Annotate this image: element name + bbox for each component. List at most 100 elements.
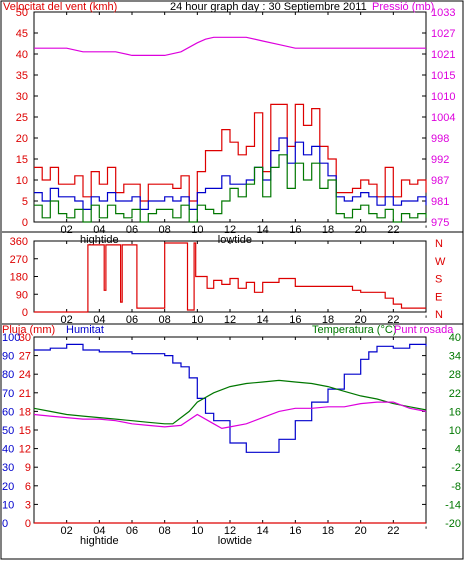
- wind-series-pressure: [34, 36, 426, 56]
- wind-ytick-label: 45: [16, 28, 28, 40]
- direction-xtick-label: 18: [322, 314, 334, 326]
- direction-xtick-label: 14: [257, 314, 269, 326]
- chart-title: 24 hour graph day : 30 Septiembre 2011: [170, 1, 367, 13]
- rain-ytick-label: 30: [19, 332, 31, 344]
- humidity-ytick-label: 70: [2, 388, 14, 400]
- temp-ytick-label: 22: [449, 388, 461, 400]
- compass-label: W: [435, 256, 446, 268]
- compass-label: N: [435, 309, 443, 321]
- temp-ytick-label: -14: [445, 499, 461, 511]
- wind-xtick-label: 08: [159, 224, 171, 236]
- wind-speed-axis-title: Velocitat del vent (kmh): [3, 1, 117, 13]
- chart-marks-layer: 0510152025303540455097598198799299810041…: [2, 7, 461, 547]
- pressure-ytick-label: 1027: [431, 28, 455, 40]
- temp-xtick-label: ': [425, 525, 427, 537]
- temp-lowtide-label: lowtide: [218, 535, 252, 547]
- rain-ytick-label: 12: [19, 444, 31, 456]
- humidity-axis-title: Humitat: [66, 324, 104, 336]
- wind-lowtide-label: lowtide: [218, 234, 252, 246]
- direction-xtick-label: 22: [387, 314, 399, 326]
- temp-ytick-label: 16: [449, 406, 461, 418]
- direction-xtick-label: 10: [191, 314, 203, 326]
- wind-ytick-label: 35: [16, 70, 28, 82]
- temp-ytick-label: -20: [445, 518, 461, 530]
- direction-ytick-label: 0: [22, 307, 28, 319]
- wind-series-min: [34, 154, 427, 223]
- humidity-ytick-label: 80: [2, 369, 14, 381]
- temp-ytick-label: 34: [449, 351, 461, 363]
- humidity-ytick-label: 60: [2, 406, 14, 418]
- humidity-ytick-label: 10: [2, 499, 14, 511]
- temp-xtick-label: 02: [61, 525, 73, 537]
- wind-ytick-label: 5: [22, 196, 28, 208]
- pressure-ytick-label: 1004: [431, 112, 455, 124]
- temp-ytick-label: 28: [449, 369, 461, 381]
- direction-xtick-label: 04: [93, 314, 105, 326]
- humidity-ytick-label: 40: [2, 444, 14, 456]
- dew-point-axis-title: Punt rosada: [394, 324, 454, 336]
- pressure-ytick-label: 1015: [431, 70, 455, 82]
- rain-ytick-label: 21: [19, 388, 31, 400]
- humidity-ytick-label: 100: [2, 332, 20, 344]
- wind-xtick-label: 22: [387, 224, 399, 236]
- temp-xtick-label: 22: [387, 525, 399, 537]
- wind-ytick-label: 30: [16, 91, 28, 103]
- temp-xtick-label: 12: [224, 525, 236, 537]
- wind-hightide-label: hightide: [80, 234, 119, 246]
- pressure-axis-title: Pressió (mb): [372, 1, 434, 13]
- wind-xtick-label: 14: [257, 224, 269, 236]
- wind-ytick-label: 40: [16, 49, 28, 61]
- direction-xtick-label: 16: [289, 314, 301, 326]
- temp-xtick-label: 08: [159, 525, 171, 537]
- pressure-ytick-label: 1021: [431, 49, 455, 61]
- humidity-ytick-label: 50: [2, 425, 14, 437]
- direction-xtick-label: 20: [355, 314, 367, 326]
- rain-ytick-label: 3: [25, 499, 31, 511]
- pressure-ytick-label: 981: [431, 196, 449, 208]
- wind-ytick-label: 0: [22, 217, 28, 229]
- humidity-ytick-label: 30: [2, 462, 14, 474]
- wind-ytick-label: 15: [16, 154, 28, 166]
- rain-ytick-label: 0: [25, 518, 31, 530]
- direction-ytick-label: 90: [16, 289, 28, 301]
- wind-xtick-label: 02: [61, 224, 73, 236]
- rain-ytick-label: 9: [25, 462, 31, 474]
- rain-ytick-label: 6: [25, 481, 31, 493]
- wind-direction-panel-frame: [33, 240, 427, 313]
- wind-xtick-label: 06: [126, 224, 138, 236]
- wind-xtick-label: 20: [355, 224, 367, 236]
- direction-ytick-label: 270: [10, 254, 28, 266]
- rain-ytick-label: 18: [19, 406, 31, 418]
- wind-ytick-label: 20: [16, 133, 28, 145]
- direction-xtick-label: 08: [159, 314, 171, 326]
- temp-xtick-label: 18: [322, 525, 334, 537]
- temp-xtick-label: 10: [191, 525, 203, 537]
- wind-series-avg: [34, 137, 427, 210]
- compass-label: N: [435, 238, 443, 250]
- wind-xtick-label: ': [425, 224, 427, 236]
- humidity-ytick-label: 0: [2, 518, 8, 530]
- humidity-ytick-label: 20: [2, 481, 14, 493]
- wind-ytick-label: 50: [16, 7, 28, 19]
- humidity-ytick-label: 90: [2, 351, 14, 363]
- temp-ytick-label: 40: [449, 332, 461, 344]
- direction-series: [34, 242, 426, 313]
- wind-xtick-label: 10: [191, 224, 203, 236]
- direction-xtick-label: 12: [224, 314, 236, 326]
- temp-series-humidity: [34, 343, 427, 453]
- wind-xtick-label: 18: [322, 224, 334, 236]
- wind-xtick-label: 16: [289, 224, 301, 236]
- direction-xtick-label: ': [425, 314, 427, 326]
- wind-ytick-label: 10: [16, 175, 28, 187]
- rain-axis-title: Pluja (mm): [2, 324, 55, 336]
- compass-label: E: [435, 291, 442, 303]
- wind-series-gust: [34, 103, 427, 202]
- temp-ytick-label: 10: [449, 425, 461, 437]
- temp-ytick-label: 4: [455, 444, 461, 456]
- direction-xtick-label: 06: [126, 314, 138, 326]
- rain-ytick-label: 27: [19, 351, 31, 363]
- temp-series-dew_point: [33, 401, 427, 430]
